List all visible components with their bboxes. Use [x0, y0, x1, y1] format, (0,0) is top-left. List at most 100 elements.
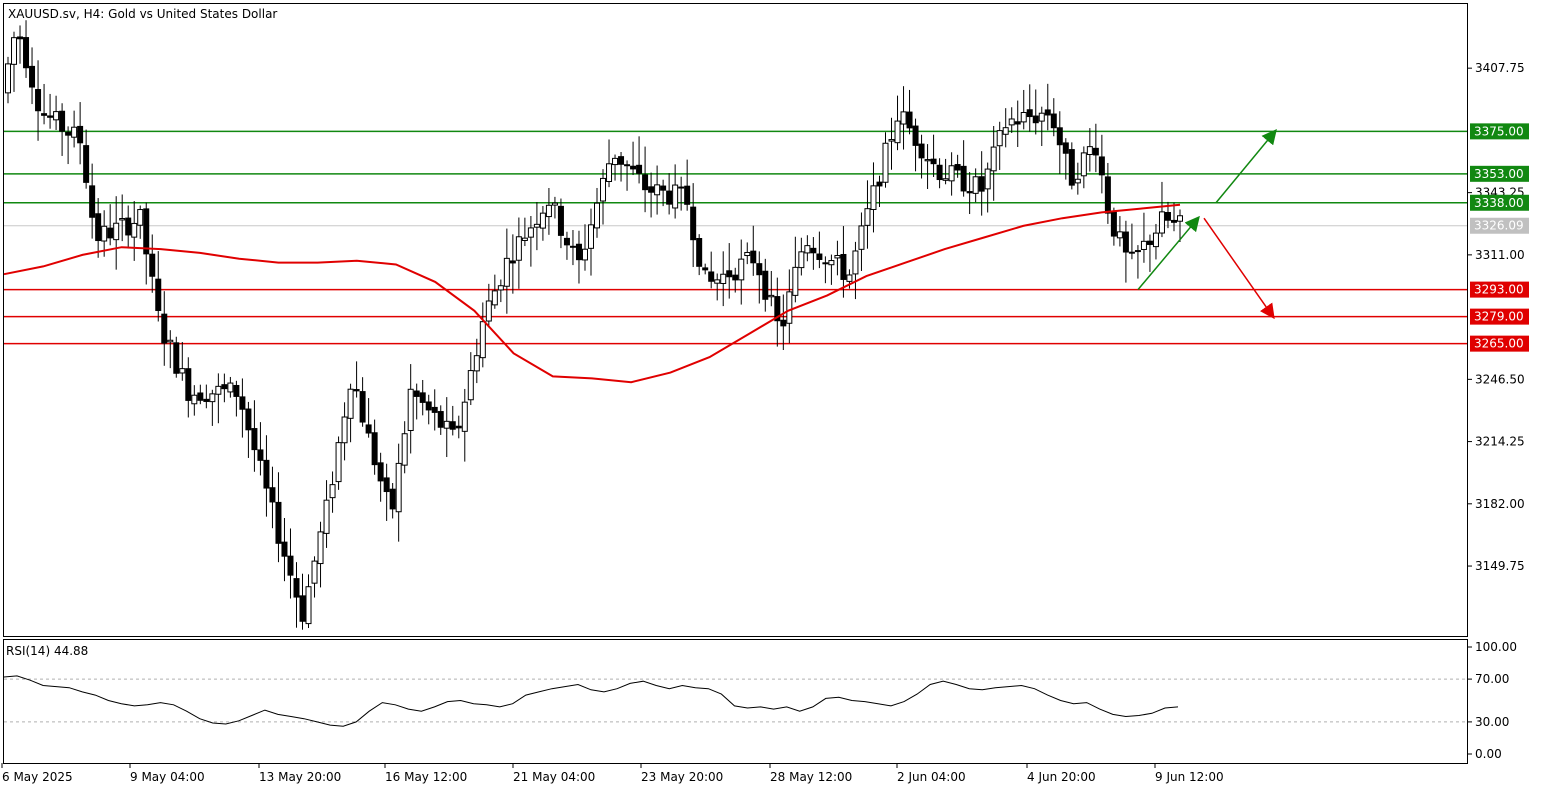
candle-body — [371, 432, 378, 466]
candle-body — [870, 185, 877, 210]
candle-body — [479, 321, 486, 359]
candle-body — [149, 253, 156, 277]
candle-body — [1146, 240, 1153, 245]
time-axis: 6 May 2025 9 May 04:00 13 May 20:00 16 May … — [1, 763, 1224, 784]
candle-body — [1116, 231, 1123, 239]
level-badge-label: 3353.00 — [1474, 167, 1524, 181]
rsi-tick-label: 70.00 — [1475, 672, 1509, 686]
candle-body — [888, 139, 895, 142]
candle-body — [29, 65, 36, 88]
candle-body — [311, 560, 318, 584]
time-tick-label: 4 Jun 20:00 — [1027, 770, 1096, 784]
candle-body — [59, 110, 66, 132]
candle-body — [77, 125, 84, 144]
time-tick-label: 13 May 20:00 — [259, 770, 341, 784]
candle-body — [774, 296, 781, 322]
candle-body — [1128, 251, 1135, 254]
candle-body — [11, 37, 18, 65]
candle-body — [1098, 156, 1105, 176]
candle-body — [113, 222, 120, 241]
bullish-arrow-1 — [1137, 215, 1200, 291]
rsi-tick-label: 30.00 — [1475, 715, 1509, 729]
candle-body — [858, 225, 865, 250]
candle-body — [563, 237, 570, 246]
candle-body — [533, 223, 540, 228]
candle-body — [1086, 146, 1093, 156]
candle-body — [53, 111, 60, 121]
candle-body — [1158, 211, 1165, 234]
level-badge — [1470, 165, 1529, 182]
candle-body — [101, 225, 108, 242]
candle-body — [1122, 231, 1129, 253]
candle-body — [47, 115, 54, 118]
price-tick-label: 3149.75 — [1475, 559, 1525, 573]
candle-body — [413, 390, 420, 397]
candle-body — [257, 449, 264, 461]
candle-body — [407, 388, 414, 431]
candle-body — [359, 391, 366, 423]
candle-body — [491, 290, 498, 306]
candle-body — [750, 250, 757, 264]
candle-body — [35, 89, 42, 112]
candle-body — [503, 257, 510, 287]
candle-body — [876, 181, 883, 187]
candle-body — [263, 459, 270, 489]
candle-body — [173, 342, 180, 374]
price-tick-label: 3311.00 — [1475, 248, 1525, 262]
candle-body — [810, 247, 817, 254]
candle-body — [996, 130, 1003, 147]
candle-body — [672, 184, 679, 209]
candle-body — [600, 177, 607, 202]
time-tick-label: 2 Jun 04:00 — [897, 770, 966, 784]
candle-body — [696, 238, 703, 267]
candle-body — [461, 401, 468, 432]
chart-title: XAUUSD.sv, H4: Gold vs United States Dol… — [8, 7, 277, 21]
level-badge-label: 3265.00 — [1474, 337, 1524, 351]
candle-body — [1020, 112, 1027, 123]
candle-body — [353, 389, 360, 392]
candle-body — [702, 267, 709, 271]
candle-body — [1164, 212, 1171, 221]
candle-body — [984, 168, 991, 190]
candle-body — [17, 36, 24, 40]
candle-body — [1074, 178, 1081, 184]
level-badge — [1470, 194, 1529, 211]
candle-body — [401, 433, 408, 466]
candle-body — [551, 202, 558, 206]
moving-average-line — [3, 203, 1181, 384]
candle-body — [221, 384, 228, 390]
candle-body — [383, 477, 390, 493]
time-tick-label: 21 May 04:00 — [513, 770, 595, 784]
candle-body — [990, 146, 997, 172]
level-badge-label: 3279.00 — [1474, 310, 1524, 324]
candle-body — [95, 213, 102, 242]
candle-body — [473, 355, 480, 372]
time-tick-label: 23 May 20:00 — [641, 770, 723, 784]
candle-body — [882, 142, 889, 183]
price-tick-label: 3407.75 — [1475, 61, 1525, 75]
rsi-line — [3, 675, 1179, 727]
candle-body — [936, 164, 943, 181]
candle-body — [23, 37, 30, 69]
candle-body — [756, 263, 763, 276]
candle-body — [335, 442, 342, 483]
candle-body — [948, 165, 955, 182]
level-badge — [1470, 123, 1529, 140]
candle-body — [918, 143, 925, 159]
rsi-reference-lines — [4, 678, 1467, 723]
price-tick-label: 3214.25 — [1475, 435, 1525, 449]
candle-body — [269, 487, 276, 503]
candle-body — [581, 248, 588, 261]
candle-body — [954, 164, 961, 171]
candle-body — [293, 578, 300, 598]
candle-body — [395, 462, 402, 513]
candle-body — [816, 253, 823, 260]
candle-body — [828, 260, 835, 266]
candle-body — [329, 484, 336, 499]
candle-body — [834, 255, 841, 259]
candle-body — [521, 237, 528, 241]
candle-body — [443, 420, 450, 429]
rsi-panel-frame — [3, 639, 1468, 764]
